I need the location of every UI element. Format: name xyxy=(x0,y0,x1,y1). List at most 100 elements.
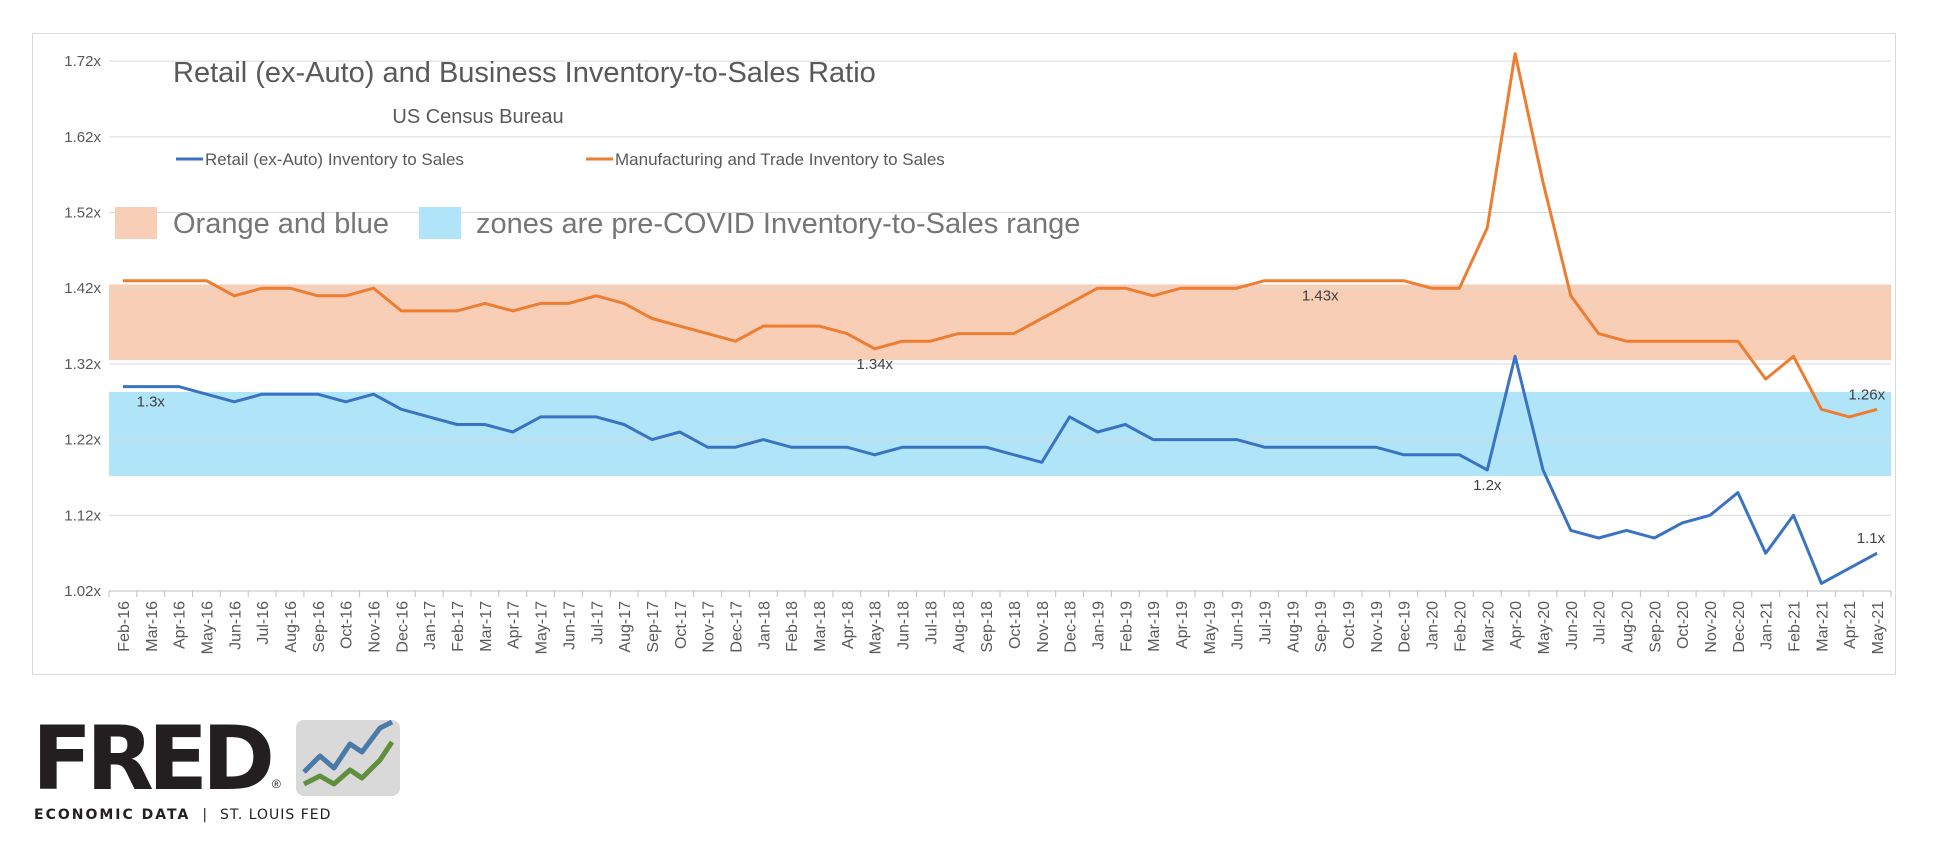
fred-registered-mark: ® xyxy=(272,777,281,791)
x-tick-label: Aug-19 xyxy=(1285,601,1302,653)
x-tick-label: Jul-16 xyxy=(255,601,272,645)
x-tick-label: Feb-17 xyxy=(450,601,467,652)
x-tick-label: May-21 xyxy=(1870,601,1887,654)
x-tick-label: Dec-19 xyxy=(1397,601,1414,653)
fred-tagline: ECONOMIC DATA | ST. LOUIS FED xyxy=(34,807,331,823)
x-tick-label: Feb-16 xyxy=(116,601,133,652)
x-tick-label: Feb-19 xyxy=(1118,601,1135,652)
zone-note-left: Orange and blue xyxy=(173,208,389,240)
x-tick-label: Feb-20 xyxy=(1452,601,1469,652)
data-label: 1.43x xyxy=(1302,288,1339,305)
zone-note: Orange and blue zones are pre-COVID Inve… xyxy=(115,207,1080,240)
x-tick-label: Jul-17 xyxy=(589,601,606,645)
x-tick-label: Nov-19 xyxy=(1369,601,1386,653)
x-tick-label: Sep-18 xyxy=(979,601,996,653)
series-line-manufacturing xyxy=(122,52,1878,419)
chart-frame: 1.02x 1.12x 1.22x 1.32x 1.42x 1.52x 1.62x 1.72x… xyxy=(32,33,1896,675)
x-tick-label: Feb-18 xyxy=(784,601,801,652)
zone-note-blue-swatch xyxy=(419,207,461,239)
fred-tagline-right: ST. LOUIS FED xyxy=(220,807,332,823)
x-tick-label: May-20 xyxy=(1536,601,1553,654)
fred-logo: FRED ® ECONOMIC DATA | ST. LOUIS FED xyxy=(32,715,400,835)
x-tick-label: Jan-21 xyxy=(1759,601,1776,650)
data-label: 1.34x xyxy=(856,356,893,373)
x-tick-label: May-18 xyxy=(868,601,885,654)
x-tick-label: Nov-17 xyxy=(701,601,718,653)
x-tick-label: Oct-20 xyxy=(1675,601,1692,649)
data-label: 1.26x xyxy=(1848,386,1885,403)
grid-layer xyxy=(109,60,1891,592)
x-tick-label: Jun-19 xyxy=(1230,601,1247,650)
x-tick-label: Mar-19 xyxy=(1146,601,1163,652)
fred-tagline-separator: | xyxy=(202,807,209,823)
x-tick-label: Dec-20 xyxy=(1731,601,1748,653)
x-tick-label: Apr-21 xyxy=(1842,601,1859,649)
fred-tagline-left: ECONOMIC DATA xyxy=(34,807,191,823)
x-tick-label: May-17 xyxy=(534,601,551,654)
zone-band-1 xyxy=(109,391,1891,476)
x-tick-label: May-19 xyxy=(1202,601,1219,654)
x-tick-label: Nov-16 xyxy=(367,601,384,653)
x-tick-label: Oct-18 xyxy=(1007,601,1024,649)
x-axis: Feb-16 Mar-16 Apr-16 May-16 Jun-16 Jul-16 Aug-… xyxy=(108,591,1892,654)
data-label: 1.3x xyxy=(137,394,166,411)
x-tick-label: Mar-21 xyxy=(1814,601,1831,652)
y-tick-label: 1.72x xyxy=(64,53,101,70)
y-tick-label: 1.52x xyxy=(64,205,101,222)
x-tick-label: Aug-18 xyxy=(951,601,968,653)
x-tick-label: Sep-16 xyxy=(311,601,328,653)
chart-title: Retail (ex-Auto) and Business Inventory-… xyxy=(173,57,876,89)
x-tick-label: Apr-18 xyxy=(840,601,857,649)
zone-band-0 xyxy=(109,284,1891,361)
x-tick-label: Dec-16 xyxy=(394,601,411,653)
legend: Retail (ex-Auto) Inventory to Sales Manu… xyxy=(176,150,945,169)
zones-layer xyxy=(109,284,1891,476)
x-tick-label: Jan-18 xyxy=(756,601,773,650)
x-tick-label: Jul-19 xyxy=(1258,601,1275,645)
data-label: 1.2x xyxy=(1473,477,1502,494)
fred-chart-badge-icon xyxy=(296,720,400,796)
x-tick-label: Nov-18 xyxy=(1035,601,1052,653)
x-tick-label: Mar-20 xyxy=(1480,601,1497,652)
x-tick-label: Mar-17 xyxy=(478,601,495,652)
x-tick-label: Oct-19 xyxy=(1341,601,1358,649)
x-tick-label: Aug-16 xyxy=(283,601,300,653)
zone-note-orange-swatch xyxy=(115,207,157,239)
x-tick-label: Mar-16 xyxy=(144,601,161,652)
series-line-retail xyxy=(122,354,1878,585)
legend-label-retail: Retail (ex-Auto) Inventory to Sales xyxy=(205,150,464,169)
legend-label-manufacturing: Manufacturing and Trade Inventory to Sal… xyxy=(615,150,945,169)
x-tick-label: Jul-20 xyxy=(1592,601,1609,645)
x-tick-label: Jun-20 xyxy=(1564,601,1581,650)
series-layer xyxy=(122,52,1878,585)
x-tick-label: Apr-17 xyxy=(506,601,523,649)
x-tick-label: Jan-19 xyxy=(1090,601,1107,650)
y-tick-label: 1.62x xyxy=(64,129,101,146)
x-tick-label: Jan-20 xyxy=(1425,601,1442,650)
x-tick-label: Sep-19 xyxy=(1313,601,1330,653)
x-tick-label: Dec-17 xyxy=(728,601,745,653)
zone-note-right: zones are pre-COVID Inventory-to-Sales r… xyxy=(476,208,1080,240)
x-tick-label: Jan-17 xyxy=(422,601,439,650)
x-tick-label: Jul-18 xyxy=(923,601,940,645)
x-tick-label: Feb-21 xyxy=(1787,601,1804,652)
x-tick-label: Oct-16 xyxy=(339,601,356,649)
x-tick-label: Jun-18 xyxy=(896,601,913,650)
x-tick-label: Nov-20 xyxy=(1703,601,1720,653)
x-tick-label: Dec-18 xyxy=(1063,601,1080,653)
y-tick-label: 1.42x xyxy=(64,280,101,297)
x-tick-label: Jun-16 xyxy=(227,601,244,650)
x-tick-label: Apr-19 xyxy=(1174,601,1191,649)
x-tick-label: Aug-17 xyxy=(617,601,634,653)
x-tick-label: Oct-17 xyxy=(673,601,690,649)
x-tick-label: May-16 xyxy=(199,601,216,654)
x-tick-label: Sep-20 xyxy=(1647,601,1664,653)
annotations-layer: 1.3x 1.34x 1.43x 1.2x 1.26x 1.1x xyxy=(137,288,1886,548)
chart-subtitle: US Census Bureau xyxy=(392,106,563,128)
y-tick-label: 1.32x xyxy=(64,356,101,373)
x-tick-label: Apr-20 xyxy=(1508,601,1525,649)
x-tick-label: Apr-16 xyxy=(172,601,189,649)
x-tick-label: Jun-17 xyxy=(561,601,578,650)
y-axis: 1.02x 1.12x 1.22x 1.32x 1.42x 1.52x 1.62x 1.72x xyxy=(64,53,101,600)
x-tick-label: Aug-20 xyxy=(1619,601,1636,653)
